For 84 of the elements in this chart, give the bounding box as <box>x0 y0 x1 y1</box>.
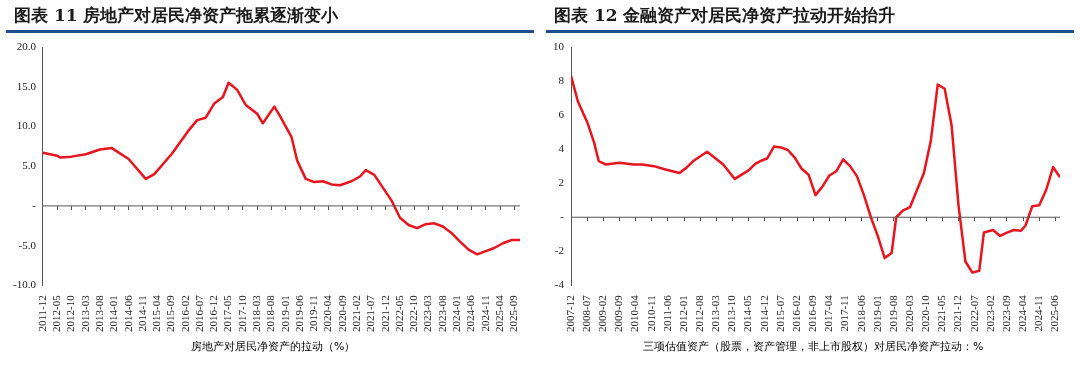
x-tick-label: 2014-12 <box>757 295 770 333</box>
x-tick-label: 2017-11 <box>838 295 851 332</box>
x-tick-label: 2019-01 <box>870 295 883 333</box>
chart-title: 图表 12 金融资产对居民净资产拉动开始抬升 <box>546 0 1074 33</box>
y-tick-label: 15.0 <box>16 79 37 92</box>
x-tick-label: 2016-07 <box>192 294 205 333</box>
x-tick-label: 2014-06 <box>121 294 134 333</box>
x-tick-label: 2019-01 <box>278 295 291 333</box>
x-tick-label: 2010-04 <box>628 294 641 333</box>
x-tick-label: 2014-11 <box>135 295 148 332</box>
y-tick-label: 8 <box>558 73 565 86</box>
x-tick-label: 2012-08 <box>693 294 706 333</box>
x-tick-label: 2023-09 <box>999 294 1012 333</box>
y-tick-label: - <box>560 210 565 223</box>
x-tick-label: 2024-11 <box>1032 295 1045 332</box>
y-tick-label: 10 <box>553 39 565 52</box>
x-tick-label: 2025-04 <box>492 294 505 333</box>
x-tick-label: 2018-03 <box>250 294 263 333</box>
y-tick-label: 20.0 <box>16 39 37 52</box>
x-tick-label: 2009-09 <box>612 294 625 333</box>
y-tick-label: -10.0 <box>12 278 37 291</box>
x-tick-label: 2025-06 <box>1048 294 1061 333</box>
x-tick-label: 2013-03 <box>709 294 722 333</box>
x-tick-label: 2021-12 <box>951 295 964 333</box>
y-tick-label: 5.0 <box>22 159 37 172</box>
x-tick-label: 2007-12 <box>563 295 576 333</box>
x-tick-label: 2016-02 <box>789 295 802 333</box>
y-tick-label: - <box>32 198 37 211</box>
x-tick-label: 2016-02 <box>178 295 191 333</box>
y-tick-label: 2 <box>558 176 564 189</box>
x-tick-label: 2015-09 <box>164 294 177 333</box>
x-tick-label: 2015-07 <box>773 294 786 333</box>
x-tick-label: 2022-07 <box>967 294 980 333</box>
x-tick-label: 2010-11 <box>644 295 657 332</box>
x-tick-label: 2019-11 <box>307 295 320 332</box>
x-tick-label: 2018-08 <box>264 294 277 333</box>
x-tick-label: 2020-09 <box>335 294 348 333</box>
x-tick-label: 2024-06 <box>464 294 477 333</box>
x-tick-label: 2014-05 <box>741 294 754 333</box>
x-tick-label: 2017-04 <box>822 294 835 333</box>
y-tick-label: -4 <box>554 278 565 291</box>
x-tick-label: 2022-05 <box>392 294 405 333</box>
y-tick-label: 4 <box>558 142 565 155</box>
x-tick-label: 2020-04 <box>321 294 334 333</box>
x-tick-label: 2024-01 <box>450 295 463 333</box>
x-tick-label: 2011-12 <box>35 295 48 332</box>
y-tick-label: 6 <box>558 107 565 120</box>
x-tick-label: 2012-10 <box>64 294 77 333</box>
x-tick-label: 2018-06 <box>854 294 867 333</box>
x-tick-label: 2021-07 <box>364 294 377 333</box>
x-tick-label: 2014-01 <box>107 295 120 333</box>
x-tick-label: 2022-10 <box>407 294 420 333</box>
x-tick-label: 2021-02 <box>350 295 363 333</box>
text: 三项估值资产（股票，资产管理，非上市股权）对居民净资产拉动：% <box>643 340 984 354</box>
x-tick-label: 2008-07 <box>580 294 593 333</box>
text: 房地产对居民净资产的拉动（%） <box>191 340 356 354</box>
x-tick-label: 2024-11 <box>478 295 491 332</box>
x-tick-label: 2021-05 <box>935 294 948 333</box>
x-tick-label: 2017-05 <box>221 294 234 333</box>
x-tick-label: 2016-09 <box>806 294 819 333</box>
x-tick-label: 2019-08 <box>886 294 899 333</box>
x-tick-label: 2025-09 <box>507 294 520 333</box>
x-tick-label: 2009-02 <box>596 295 609 333</box>
x-tick-label: 2019-06 <box>292 294 305 333</box>
x-tick-label: 2020-10 <box>919 294 932 333</box>
x-tick-label: 2017-10 <box>235 294 248 333</box>
y-tick-label: 10.0 <box>16 119 37 132</box>
x-tick-label: 2023-08 <box>435 294 448 333</box>
x-tick-label: 2020-03 <box>902 294 915 333</box>
y-tick-label: -2 <box>554 244 564 257</box>
x-tick-label: 2013-10 <box>725 294 738 333</box>
x-tick-label: 2012-01 <box>676 295 689 333</box>
x-tick-label: 2013-08 <box>92 294 105 333</box>
x-tick-label: 2024-04 <box>1015 294 1028 333</box>
x-tick-label: 2013-03 <box>78 294 91 333</box>
x-tick-label: 2015-04 <box>150 294 163 333</box>
x-tick-label: 2023-02 <box>983 295 996 333</box>
x-tick-label: 2021-12 <box>378 295 391 333</box>
x-tick-label: 2023-03 <box>421 294 434 333</box>
x-tick-label: 2016-12 <box>207 295 220 333</box>
x-tick-label: 2011-06 <box>660 294 673 332</box>
chart-title: 图表 11 房地产对居民净资产拖累逐渐变小 <box>6 0 534 33</box>
x-tick-label: 2012-05 <box>50 294 63 333</box>
y-tick-label: -5.0 <box>18 238 37 251</box>
